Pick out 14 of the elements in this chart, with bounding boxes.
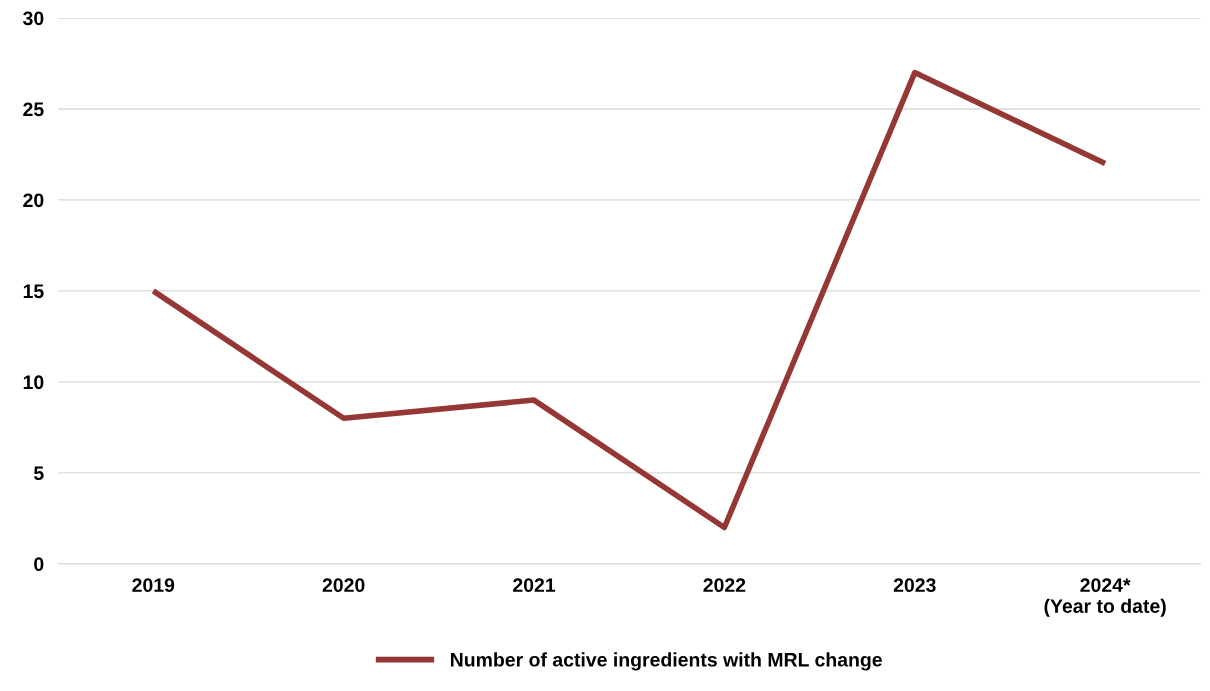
x-tick-label: 2019 <box>132 578 175 593</box>
y-tick-label: 0 <box>34 557 44 572</box>
x-tick-label: 2022 <box>703 578 746 593</box>
y-tick-label: 10 <box>23 375 44 390</box>
y-tick-label: 15 <box>23 284 44 299</box>
x-tick-label: 2023 <box>893 578 936 593</box>
y-tick-label: 5 <box>33 466 44 481</box>
y-tick-label: 25 <box>23 102 44 117</box>
x-tick-label: 2021 <box>513 578 556 593</box>
x-tick-label: 2024* (Year to date) <box>1044 578 1166 617</box>
y-tick-label: 20 <box>23 193 44 208</box>
x-tick-label: 2020 <box>322 578 365 593</box>
legend-label: Number of active ingredients with MRL change <box>451 652 882 671</box>
y-tick-label: 30 <box>23 11 44 26</box>
